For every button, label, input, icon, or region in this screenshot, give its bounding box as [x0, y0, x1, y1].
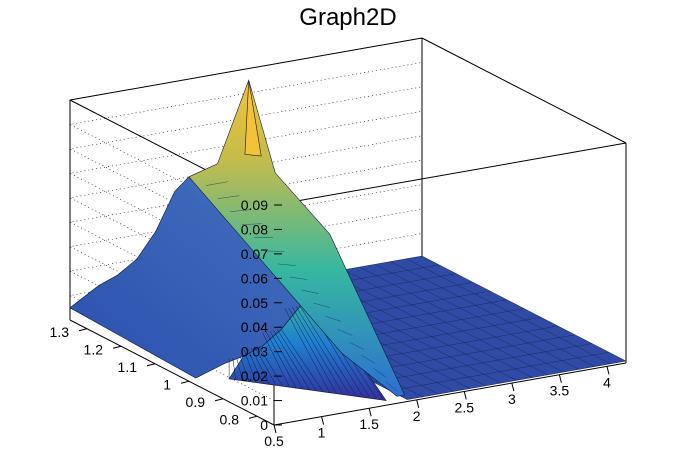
x-tick [558, 374, 562, 383]
wall-fold [292, 307, 343, 394]
mesh-line [356, 334, 576, 374]
ridge-mesh [289, 276, 308, 280]
y-tick-label: 1.1 [118, 359, 138, 375]
wall-fold [247, 348, 263, 384]
box-edge [421, 37, 627, 144]
x-tick [463, 391, 467, 400]
y-tick-label: 1.2 [84, 341, 104, 357]
ridge-mesh [301, 289, 319, 294]
ridge-mesh [349, 342, 364, 350]
z-tick-label: 0.08 [241, 221, 268, 237]
wall-fold [254, 347, 277, 386]
z-tick-label: 0.09 [241, 197, 268, 213]
x-tick-label: 1.5 [359, 416, 379, 432]
wall-fold [240, 356, 250, 382]
y-tick [180, 380, 190, 384]
wall-fold [281, 329, 323, 392]
x-tick-label: 3 [508, 391, 516, 407]
y-tick-label: 0.8 [220, 411, 240, 427]
mesh-line [390, 352, 610, 392]
wall-fold [258, 346, 283, 386]
wall-fold [262, 332, 290, 387]
x-tick [368, 408, 372, 417]
surface-ridge [188, 79, 406, 397]
z-tick-label: 0.01 [241, 393, 268, 409]
wall-fold [243, 349, 257, 383]
wall-fold [236, 357, 243, 381]
z-tick-label: 0.05 [241, 295, 268, 311]
x-tick [321, 416, 325, 425]
x-tick [273, 424, 277, 434]
z-tick-label: 0.04 [241, 319, 268, 335]
z-tick-label: 0.06 [241, 270, 268, 286]
box-edge [273, 362, 627, 426]
z-tick-label: 0.03 [241, 344, 268, 360]
wall-fold [284, 308, 330, 392]
box-edge [273, 142, 627, 206]
z-tick-label: 0.02 [241, 368, 268, 384]
x-tick-label: 2.5 [455, 399, 475, 415]
ridge-mesh [385, 381, 398, 392]
x-tick [511, 382, 515, 392]
x-tick-label: 2 [413, 408, 421, 424]
y-tick-label: 1 [163, 376, 171, 392]
surface [69, 79, 627, 401]
ridge-mesh [205, 181, 228, 186]
wall-fold [251, 347, 270, 385]
box-edge [69, 319, 275, 426]
x-tick-label: 3.5 [550, 383, 570, 399]
y-tick [146, 363, 156, 367]
y-tick [214, 398, 224, 402]
wall-fold [295, 306, 350, 395]
ridge-mesh [361, 355, 376, 364]
z-tick-label: 0.07 [241, 246, 268, 262]
ridge-mesh [325, 315, 342, 322]
chart-title: Graph2D [299, 4, 397, 31]
ridge-mesh [241, 223, 262, 225]
x-tick [606, 366, 610, 375]
ridge-mesh [313, 302, 330, 308]
ridge-mesh [229, 209, 251, 212]
y-tick-label: 1.3 [50, 324, 70, 340]
y-tick-label: 0.9 [186, 394, 206, 410]
wall-fold [299, 305, 357, 396]
z-tick-label: 0 [260, 417, 268, 433]
wall-fold [269, 331, 303, 389]
x-tick-label: 4 [603, 374, 611, 390]
y-tick [112, 345, 122, 349]
axes: 0 0.01 0.02 0.03 0.04 0.05 0.06 0.07 0.08 0.09 0.5… [50, 197, 612, 449]
wall-fold [277, 329, 317, 391]
wall-fold [232, 358, 237, 380]
y-tick [78, 328, 88, 332]
wall-fold [288, 307, 337, 393]
ridge-mesh [265, 250, 285, 252]
x-tick-label: 0.5 [264, 433, 284, 449]
surface-peak [244, 80, 262, 157]
x-tick [416, 399, 420, 408]
wall-fold [266, 331, 297, 388]
x-tick-label: 1 [318, 425, 326, 441]
ridge-mesh [373, 368, 387, 378]
y-tick [248, 415, 258, 419]
ridge-mesh [277, 263, 296, 266]
ridge-mesh [217, 195, 240, 199]
wall-fold [273, 330, 310, 390]
mesh-line [373, 343, 593, 383]
ridge-mesh [337, 329, 353, 336]
